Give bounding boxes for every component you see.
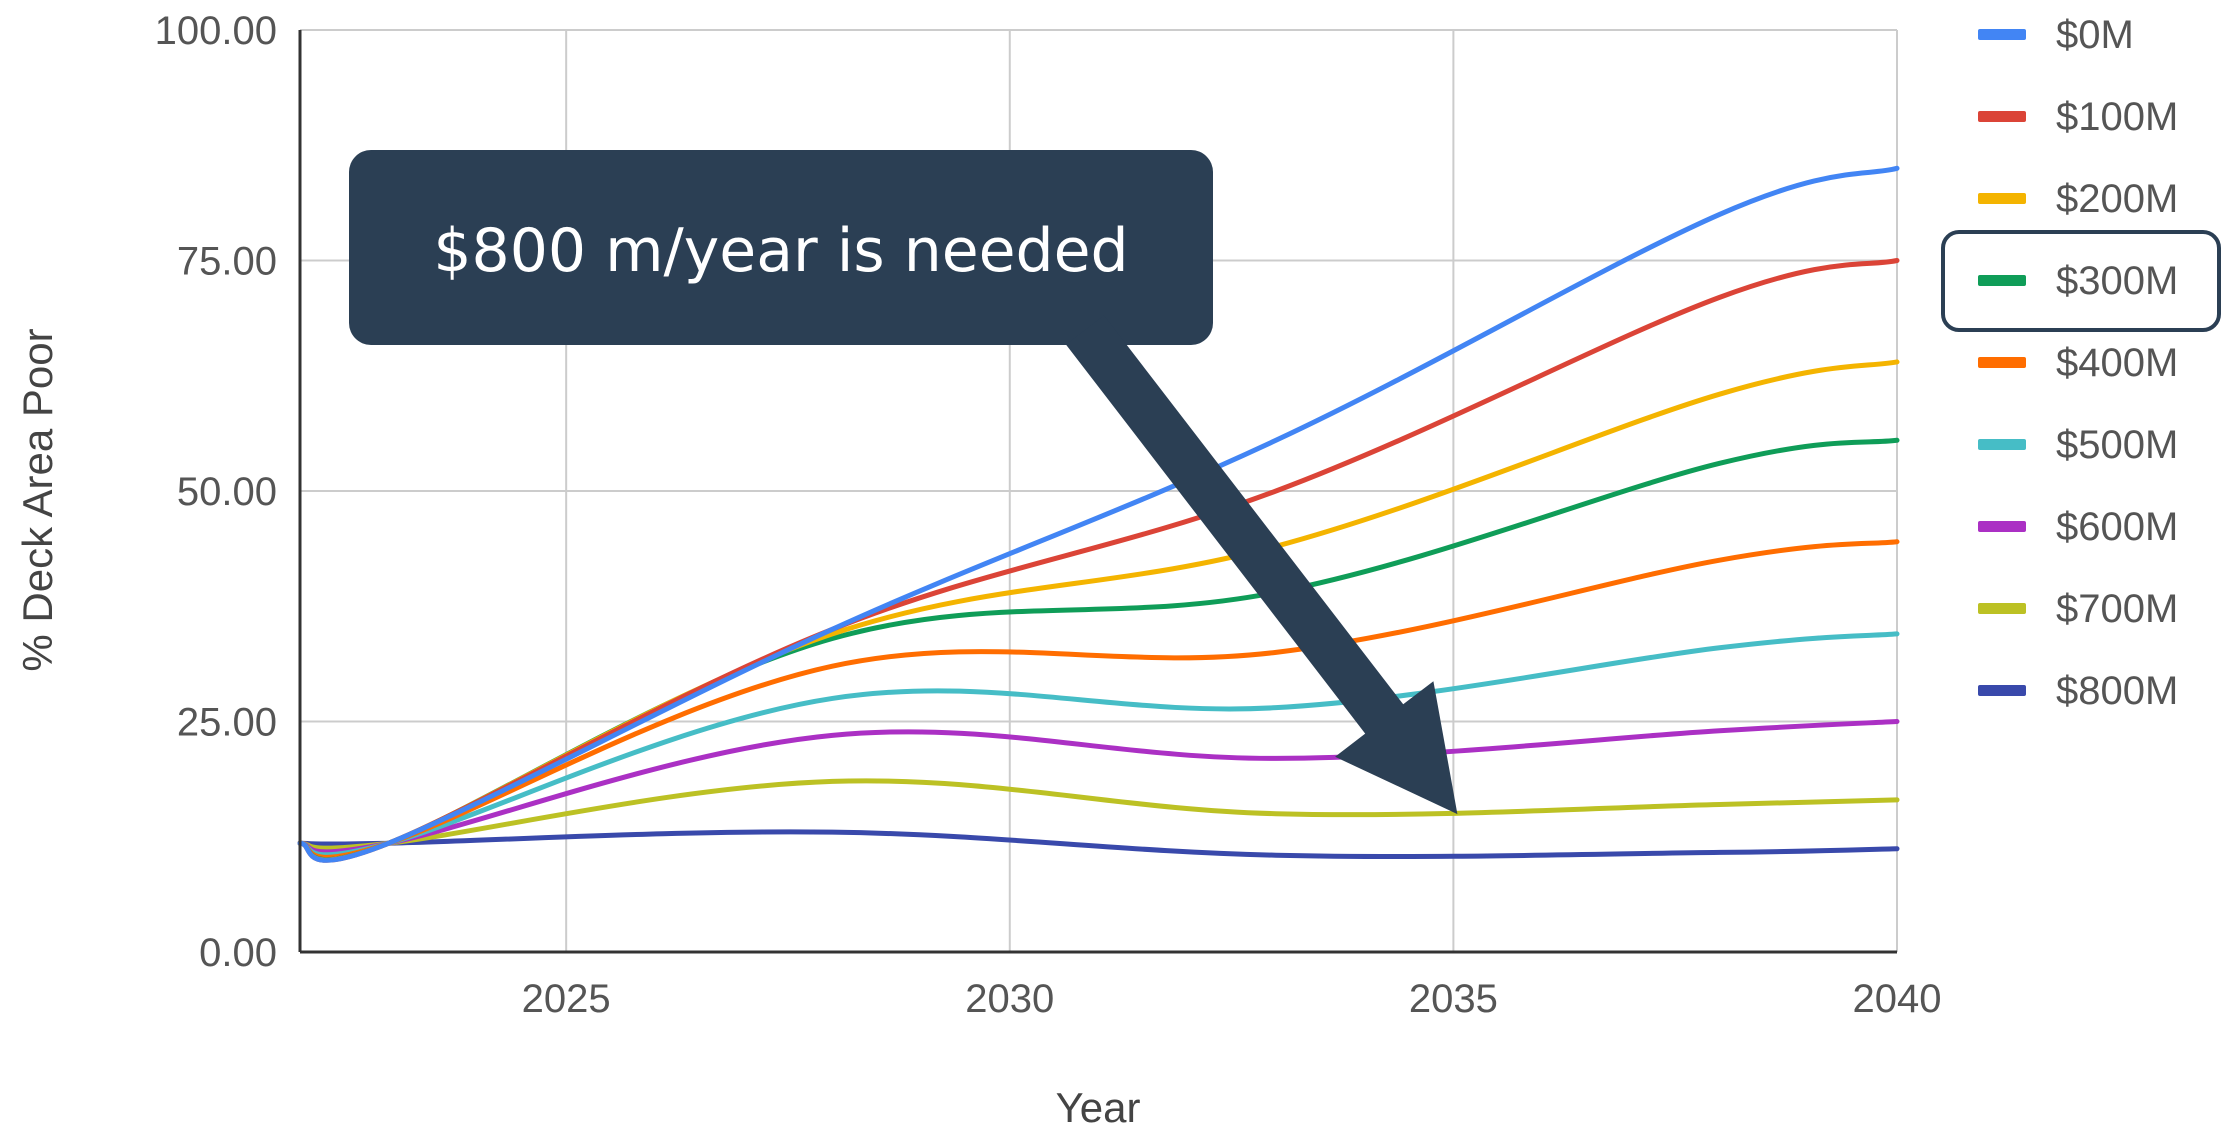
series-line-300m	[297, 437, 1900, 863]
y-tick-label: 50.00	[177, 470, 277, 514]
x-tick-labels: 2025 2030 2035 2040	[522, 977, 1942, 1021]
x-tick-label: 2040	[1853, 977, 1942, 1021]
legend-swatch	[1978, 29, 2026, 40]
x-axis-title: Year	[1056, 1084, 1141, 1131]
legend: $0M $100M $200M $300M $400M $500M $600M $700M $8…	[1941, 13, 2221, 713]
legend-swatch	[1978, 193, 2026, 204]
series-line-800m	[297, 829, 1900, 859]
legend-label: $700M	[2056, 587, 2178, 631]
series-line-700m	[297, 778, 1900, 851]
axes	[298, 30, 1897, 954]
series-lines	[297, 165, 1900, 863]
y-tick-labels: 0.00 25.00 50.00 75.00 100.00	[155, 9, 277, 975]
legend-swatch	[1978, 521, 2026, 532]
y-tick-label: 75.00	[177, 240, 277, 284]
legend-label: $200M	[2056, 177, 2178, 221]
callout-arrow	[1066, 315, 1458, 815]
legend-label: $0M	[2056, 13, 2134, 57]
legend-swatch	[1978, 603, 2026, 614]
legend-label: $800M	[2056, 669, 2178, 713]
legend-swatch	[1978, 685, 2026, 696]
callout-box	[349, 150, 1213, 345]
legend-label: $300M	[2056, 259, 2178, 303]
y-tick-label: 100.00	[155, 9, 277, 53]
legend-label: $400M	[2056, 341, 2178, 385]
legend-swatch	[1978, 357, 2026, 368]
x-tick-label: 2025	[522, 977, 611, 1021]
callout: $800 m/year is needed	[349, 150, 1458, 815]
x-tick-label: 2030	[965, 977, 1054, 1021]
legend-highlight-box	[1941, 230, 2221, 332]
legend-swatch	[1978, 111, 2026, 122]
legend-swatch	[1978, 439, 2026, 450]
y-tick-label: 25.00	[177, 701, 277, 745]
series-line-0m	[297, 165, 1900, 863]
legend-label: $600M	[2056, 505, 2178, 549]
legend-swatch	[1978, 275, 2026, 286]
legend-label: $100M	[2056, 95, 2178, 139]
y-tick-label: 0.00	[199, 931, 277, 975]
callout-text: $800 m/year is needed	[433, 216, 1128, 286]
x-tick-label: 2035	[1409, 977, 1498, 1021]
legend-label: $500M	[2056, 423, 2178, 467]
y-axis-title: % Deck Area Poor	[14, 328, 61, 671]
